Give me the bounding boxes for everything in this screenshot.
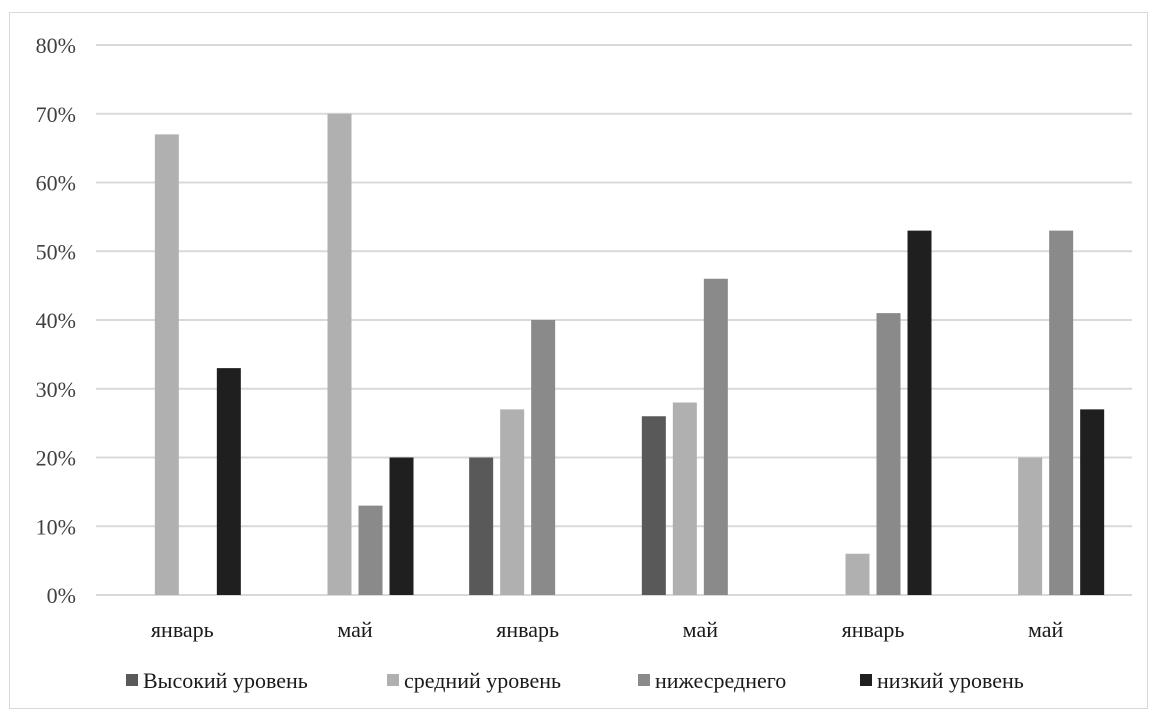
bar — [154, 134, 179, 595]
x-axis-ticks: январь май январь май январь май — [151, 617, 1064, 642]
bar — [1049, 230, 1074, 595]
y-tick-label: 50% — [36, 239, 76, 264]
x-tick-label: январь — [842, 617, 905, 642]
y-tick-label: 10% — [36, 514, 76, 539]
bar — [1018, 457, 1043, 595]
legend-label: средний уровень — [404, 668, 561, 693]
y-tick-label: 80% — [36, 33, 76, 58]
bar — [531, 320, 556, 595]
y-tick-label: 70% — [36, 102, 76, 127]
x-tick-label: май — [1028, 617, 1064, 642]
bar — [469, 457, 494, 595]
y-tick-label: 20% — [36, 446, 76, 471]
x-tick-label: май — [337, 617, 373, 642]
bar — [876, 313, 901, 595]
bar — [703, 278, 728, 595]
grid-lines — [96, 44, 1132, 596]
x-tick-label: май — [683, 617, 719, 642]
bar — [1080, 409, 1105, 595]
legend-swatch — [387, 674, 399, 686]
y-axis-ticks: 0% 10% 20% 30% 40% 50% 60% 70% 80% — [36, 33, 76, 608]
legend-swatch — [126, 674, 138, 686]
bar — [358, 505, 383, 595]
bar — [327, 113, 352, 595]
legend-label: нижесреднего — [655, 668, 786, 693]
legend-swatch — [638, 674, 650, 686]
bar — [216, 368, 241, 595]
bar — [389, 457, 414, 595]
chart-frame — [9, 12, 1148, 709]
legend-label: Высокий уровень — [143, 668, 308, 693]
legend-swatch — [860, 674, 872, 686]
x-tick-label: январь — [151, 617, 214, 642]
y-tick-label: 0% — [47, 583, 76, 608]
bar — [641, 416, 666, 595]
legend: Высокий уровень средний уровень нижесредне… — [126, 668, 1024, 693]
bar — [845, 553, 870, 595]
x-tick-label: январь — [496, 617, 559, 642]
y-tick-label: 40% — [36, 308, 76, 333]
y-tick-label: 60% — [36, 171, 76, 196]
bars — [154, 113, 1105, 595]
bar — [907, 230, 932, 595]
legend-label: низкий уровень — [877, 668, 1024, 693]
bar — [500, 409, 525, 595]
y-tick-label: 30% — [36, 377, 76, 402]
bar — [672, 402, 697, 595]
